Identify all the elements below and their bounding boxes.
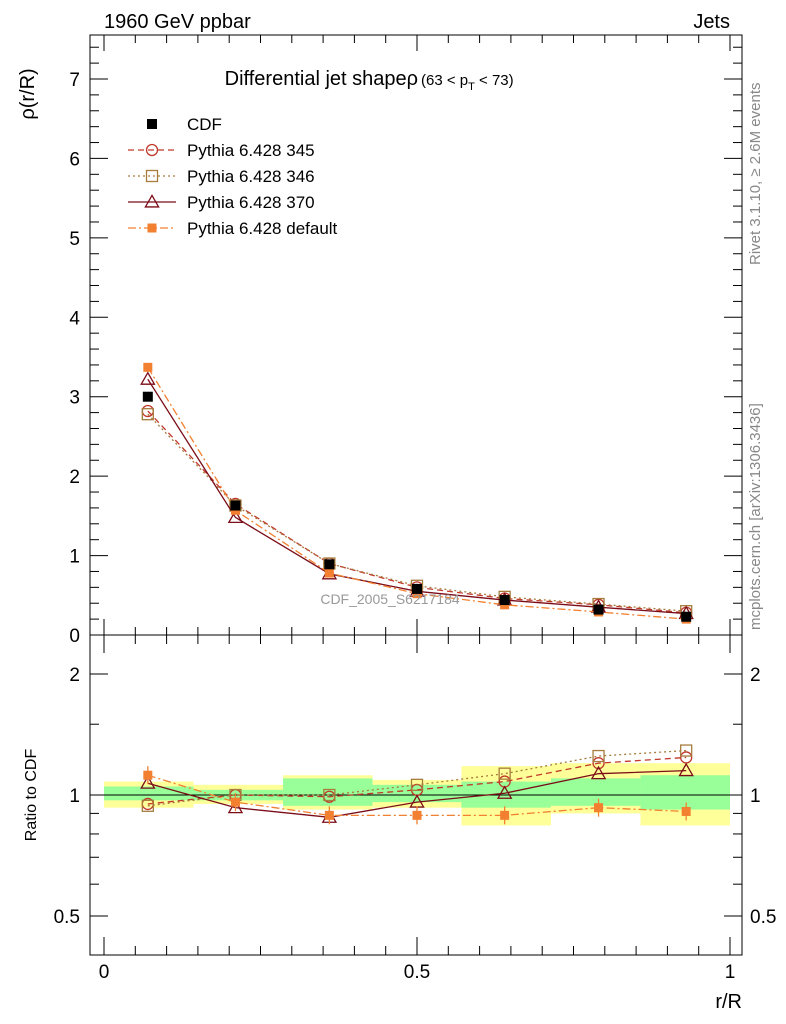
- ratio-data-point: [592, 757, 605, 770]
- legend-label: Pythia 6.428 346: [187, 167, 315, 186]
- ratio-data-point: [141, 799, 154, 812]
- ratio-data-point: [498, 767, 511, 780]
- chart-title: Differential jet shapeρ: [225, 68, 418, 90]
- ratio-y-tick-label-right: 2: [750, 665, 761, 686]
- data-point: [593, 604, 604, 615]
- x-tick-label: 1: [725, 962, 736, 983]
- series-line: [147, 378, 687, 615]
- data-point: [324, 559, 335, 570]
- y-tick-label: 2: [69, 467, 80, 488]
- data-point: [143, 362, 153, 372]
- ratio-data-point: [678, 762, 694, 777]
- y-tick-label: 3: [69, 388, 80, 409]
- uncertainty-band-inner: [550, 778, 641, 806]
- analysis-watermark: CDF_2005_S6217184: [320, 591, 460, 607]
- ratio-data-point: [680, 744, 693, 757]
- y-tick-label: 1: [69, 547, 80, 568]
- legend-marker: [145, 169, 159, 183]
- ratio-y-tick-label-right: 1: [750, 786, 761, 807]
- ratio-data-point: [594, 803, 604, 813]
- ratio-data-point: [323, 788, 336, 802]
- ratio-y-tick-label: 0.5: [54, 907, 80, 928]
- legend-label: CDF: [187, 115, 222, 134]
- data-point: [412, 583, 422, 594]
- uncertainty-band-inner: [372, 784, 462, 803]
- legend-marker: [147, 119, 157, 129]
- data-point: [141, 408, 154, 421]
- ratio-plot-panel: 0.5 0.5 1 1 2 2 0 0.5 1 Ratio to CDF r/R: [23, 634, 776, 1013]
- ratio-data-point: [590, 765, 607, 780]
- data-point: [230, 500, 241, 511]
- legend-marker: [147, 223, 157, 233]
- legend-label: Pythia 6.428 default: [187, 219, 338, 238]
- ratio-plot-frame: [89, 634, 743, 956]
- ratio-y-axis-label: Ratio to CDF: [23, 749, 40, 842]
- y-tick-label: 4: [69, 308, 80, 329]
- x-tick-label: 0: [99, 962, 110, 983]
- ratio-data-point: [412, 810, 422, 820]
- ratio-data-point: [500, 810, 510, 820]
- main-plot-panel: 0 1 2 3 4 5 6 7 CDF_2005_S6217184 Differential …: [17, 34, 743, 647]
- data-point: [142, 391, 153, 402]
- legend-label: Pythia 6.428 370: [187, 193, 315, 212]
- y-tick-label: 6: [69, 149, 80, 170]
- y-tick-label: 5: [69, 229, 80, 250]
- chart-title-range: (63 < pT < 73): [421, 72, 514, 93]
- y-tick-label: 7: [69, 70, 80, 91]
- ratio-y-tick-label-right: 0.5: [750, 907, 776, 928]
- data-point: [140, 371, 156, 385]
- header-right: Jets: [693, 11, 730, 33]
- ratio-data-point: [140, 775, 156, 789]
- y-axis-label: ρ(r/R): [17, 68, 39, 119]
- data-point: [324, 568, 334, 578]
- legend-marker: [145, 143, 159, 157]
- legend-label: Pythia 6.428 345: [187, 141, 315, 160]
- ratio-y-tick-label: 2: [69, 665, 80, 686]
- x-axis-label: r/R: [715, 991, 742, 1013]
- data-point: [681, 611, 692, 622]
- ratio-data-point: [592, 749, 605, 763]
- legend-marker: [144, 194, 160, 208]
- ratio-data-point: [496, 785, 513, 799]
- mcplots-reference-text: mcplots.cern.ch [arXiv:1306.3436]: [747, 403, 764, 630]
- ratio-data-point: [681, 806, 691, 816]
- ratio-data-point: [143, 770, 153, 780]
- series-line: [147, 410, 687, 614]
- ratio-data-point: [230, 797, 240, 807]
- header-left: 1960 GeV ppbar: [104, 11, 251, 33]
- ratio-data-point: [227, 799, 244, 814]
- uncertainty-band-inner: [640, 775, 730, 810]
- data-point: [227, 509, 244, 524]
- y-tick-label: 0: [69, 626, 80, 647]
- ratio-data-point: [410, 778, 424, 791]
- ratio-data-point: [324, 810, 334, 820]
- x-tick-label: 0.5: [404, 962, 430, 983]
- ratio-y-tick-label: 1: [69, 786, 80, 807]
- ratio-series-line: [147, 749, 687, 807]
- data-point: [499, 595, 510, 606]
- legend: CDF Pythia 6.428 345 Pythia 6.428 346 Pythi…: [128, 115, 338, 238]
- ratio-series-line: [147, 756, 687, 805]
- rivet-version-text: Rivet 3.1.10, ≥ 2.6M events: [747, 83, 764, 266]
